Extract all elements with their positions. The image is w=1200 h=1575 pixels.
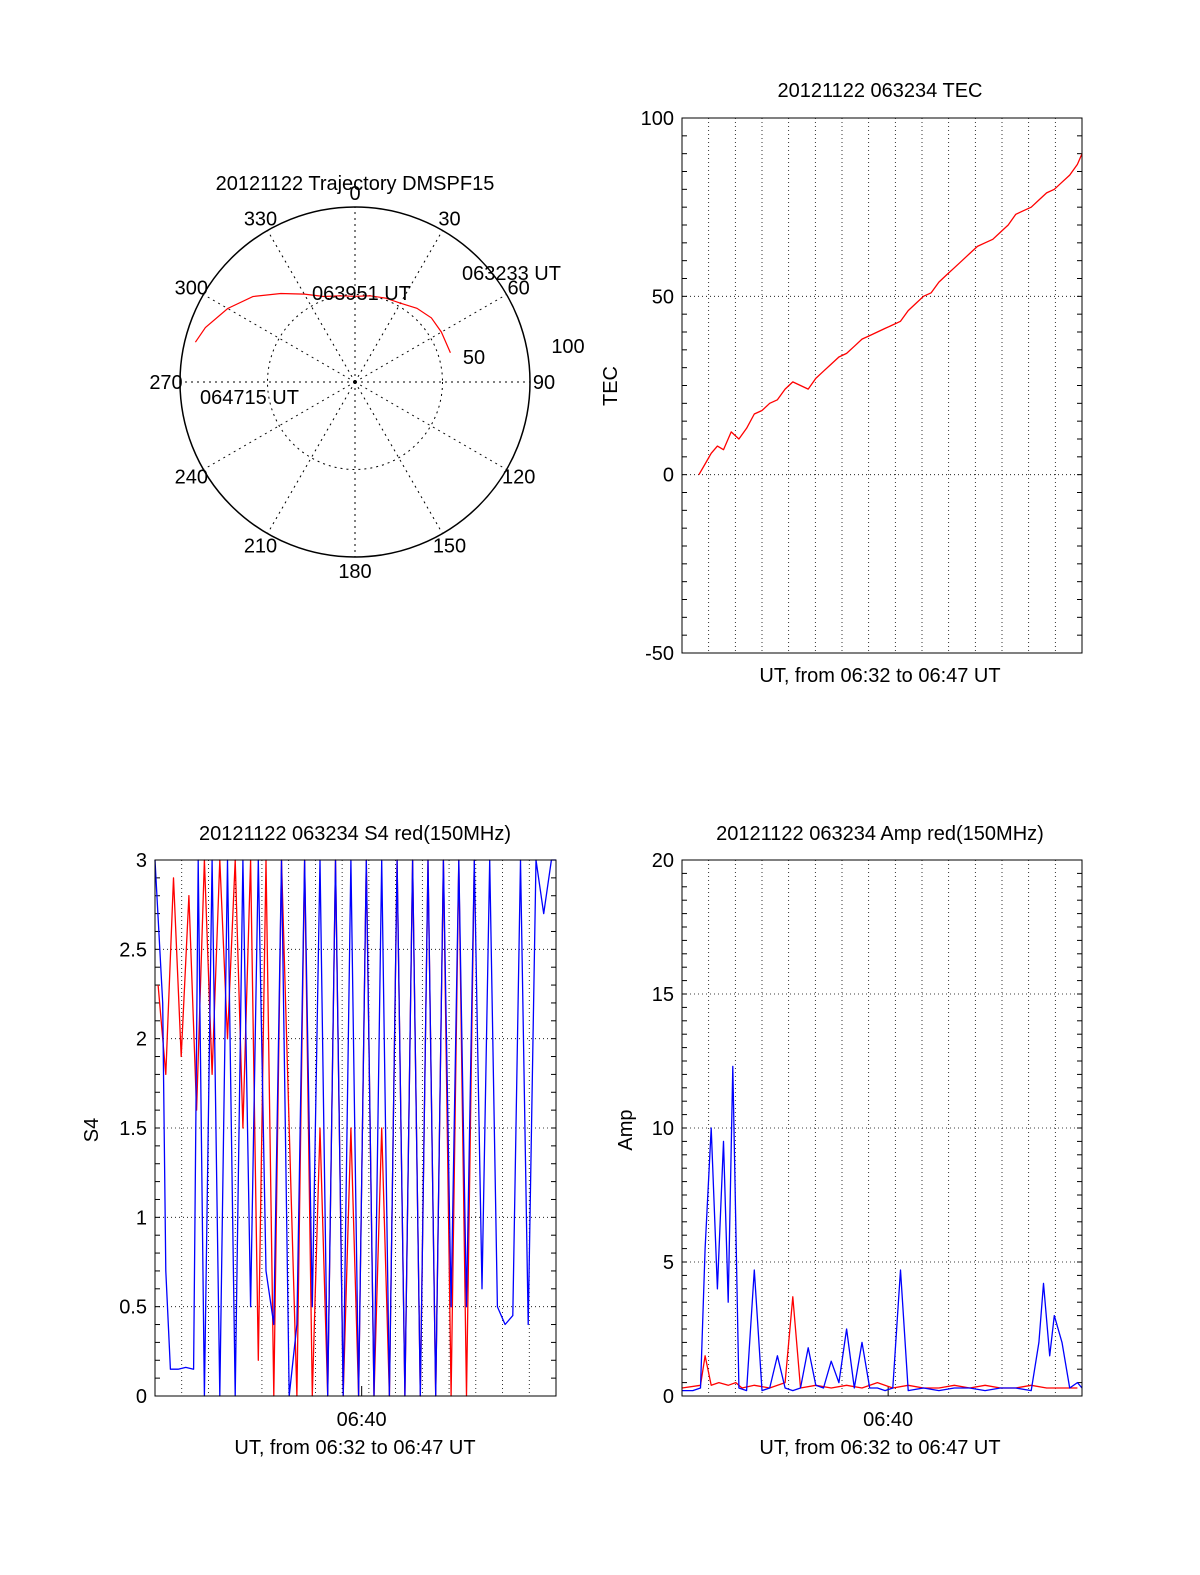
- s4-title: 20121122 063234 S4 red(150MHz): [199, 823, 511, 845]
- s4-y-tick-label: 2.5: [119, 939, 147, 961]
- tec-series: [698, 153, 1083, 476]
- polar-panel: 20121122 Trajectory DMSPF15 0 30 60 90 120 15…: [149, 173, 584, 583]
- polar-azimuth-label: 120: [502, 467, 535, 489]
- amp-ylabel: Amp: [615, 1109, 637, 1150]
- s4-x-tick-label: 06:40: [337, 1409, 387, 1431]
- polar-trajectory-line: [194, 292, 451, 354]
- polar-azimuth-label: 180: [338, 561, 371, 583]
- polar-azimuth-label: 210: [244, 536, 277, 558]
- tec-plot-frame: [681, 117, 1083, 654]
- polar-azimuth-label: 150: [433, 536, 466, 558]
- polar-ring-50: [267, 294, 443, 470]
- amp-y-tick-label: 20: [652, 850, 674, 872]
- s4-y-tick-label: 1: [136, 1207, 147, 1229]
- amp-grid: [682, 859, 1082, 1397]
- s4-xlabel: UT, from 06:32 to 06:47 UT: [234, 1437, 475, 1459]
- amp-series-red: [681, 1296, 1078, 1389]
- tec-panel: 20121122 063234 TEC 100 50 0 -50 TEC UT, fr…: [600, 80, 1083, 687]
- amp-xlabel: UT, from 06:32 to 06:47 UT: [759, 1437, 1000, 1459]
- polar-azimuth-label: 90: [533, 372, 555, 394]
- polar-azimuth-labels: 0 30 60 90 120 150 180 210 240 270 300 330: [149, 183, 555, 583]
- tec-y-tick-label: 0: [663, 465, 674, 487]
- polar-spoke: [203, 381, 356, 470]
- s4-grid: [155, 859, 556, 1397]
- polar-grid: [179, 206, 531, 558]
- s4-y-tick-label: 2: [136, 1029, 147, 1051]
- polar-annotation-end: 064715 UT: [200, 387, 299, 409]
- amp-plot-frame: [681, 859, 1083, 1397]
- amp-y-tick-label: 0: [663, 1386, 674, 1408]
- polar-azimuth-label: 0: [349, 183, 360, 205]
- amp-series-blue: [682, 1065, 1083, 1392]
- amp-x-tick-label: 06:40: [863, 1409, 913, 1431]
- polar-spoke: [267, 230, 356, 383]
- amp-panel: 20121122 063234 Amp red(150MHz) 20 15 10 5 0…: [615, 823, 1083, 1459]
- s4-plot-frame: [154, 859, 557, 1397]
- polar-spoke: [267, 381, 356, 534]
- polar-azimuth-label: 330: [244, 208, 277, 230]
- tec-y-tick-label: 100: [641, 108, 674, 130]
- amp-title: 20121122 063234 Amp red(150MHz): [716, 823, 1044, 845]
- tec-y-ticks: 100 50 0 -50: [641, 108, 674, 665]
- tec-y-tick-label: 50: [652, 286, 674, 308]
- polar-radial-label-100: 100: [551, 336, 584, 358]
- polar-spoke: [354, 294, 507, 383]
- polar-azimuth-label: 300: [175, 278, 208, 300]
- s4-y-tick-label: 0: [136, 1386, 147, 1408]
- s4-y-tick-label: 0.5: [119, 1297, 147, 1319]
- s4-panel: 20121122 063234 S4 red(150MHz) 3 2.5 2 1.5 1…: [81, 823, 557, 1459]
- polar-spoke: [354, 230, 443, 383]
- polar-spoke: [203, 294, 356, 383]
- amp-y-tick-label: 5: [663, 1252, 674, 1274]
- polar-radial-label-50: 50: [463, 347, 485, 369]
- s4-ylabel: S4: [81, 1118, 103, 1142]
- polar-annotation-start: 063233 UT: [462, 263, 561, 285]
- polar-annotation-mid: 063951 UT: [312, 283, 411, 305]
- tec-xlabel: UT, from 06:32 to 06:47 UT: [759, 665, 1000, 687]
- amp-series: [681, 1065, 1083, 1392]
- tec-ylabel: TEC: [600, 366, 622, 406]
- polar-azimuth-label: 30: [438, 208, 460, 230]
- tec-y-tick-label: -50: [645, 643, 674, 665]
- s4-y-ticks: 3 2.5 2 1.5 1 0.5 0: [119, 850, 147, 1408]
- polar-azimuth-label: 240: [175, 467, 208, 489]
- s4-y-tick-label: 3: [136, 850, 147, 872]
- tec-title: 20121122 063234 TEC: [778, 80, 983, 102]
- amp-y-tick-label: 10: [652, 1118, 674, 1140]
- s4-y-tick-label: 1.5: [119, 1118, 147, 1140]
- polar-azimuth-label: 270: [149, 372, 182, 394]
- amp-y-ticks: 20 15 10 5 0: [652, 850, 674, 1408]
- polar-spoke: [354, 381, 443, 534]
- amp-y-tick-label: 15: [652, 984, 674, 1006]
- polar-title: 20121122 Trajectory DMSPF15: [216, 173, 495, 195]
- polar-azimuth-label: 60: [508, 278, 530, 300]
- polar-spoke: [354, 381, 507, 470]
- tec-series-red: [698, 153, 1083, 476]
- polar-trajectory: [194, 292, 451, 354]
- tec-grid: [682, 117, 1082, 654]
